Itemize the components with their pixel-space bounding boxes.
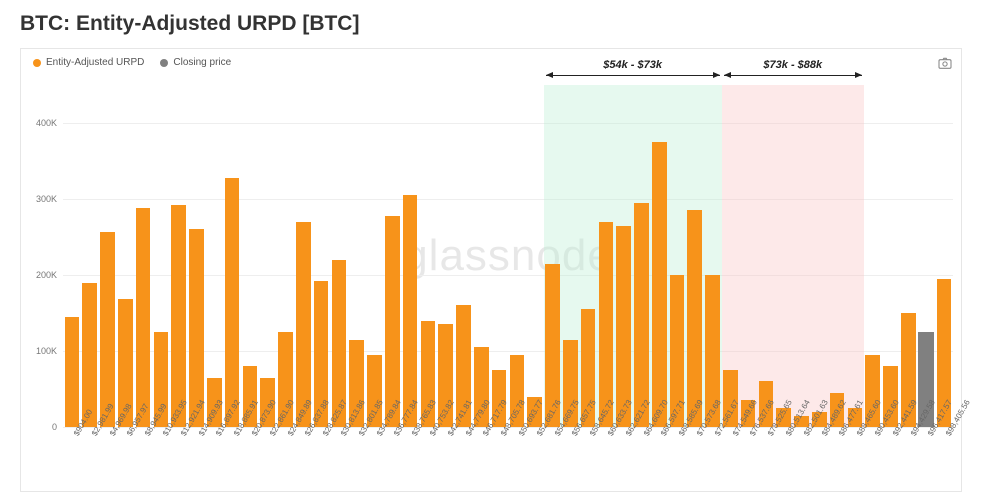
y-tick: 100K [36,346,57,356]
y-tick: 400K [36,118,57,128]
chart-title: BTC: Entity-Adjusted URPD [BTC] [20,12,964,36]
bar-slot [241,85,259,427]
bar[interactable] [616,226,631,427]
bar-slot [472,85,490,427]
bar-slot [579,85,597,427]
bar-slot [294,85,312,427]
bar-slot [828,85,846,427]
bar[interactable] [296,222,311,427]
bar[interactable] [687,210,702,427]
bar-slot [508,85,526,427]
bar-slot [739,85,757,427]
bar-slot [330,85,348,427]
bar[interactable] [599,222,614,427]
bar-slot [259,85,277,427]
y-axis: 0100K200K300K400K [21,85,61,427]
bar-slot [668,85,686,427]
band-label: $73k - $88k [722,59,864,71]
bar-slot [223,85,241,427]
bar-slot [650,85,668,427]
y-tick: 200K [36,270,57,280]
bar-slot [170,85,188,427]
bar-slot [366,85,384,427]
band-arrow [546,75,720,76]
bar-slot [437,85,455,427]
bar-slot [455,85,473,427]
bar-slot [383,85,401,427]
bar-slot [277,85,295,427]
bar[interactable] [100,232,115,427]
bar-slot [704,85,722,427]
legend: Entity-Adjusted URPD Closing price [33,57,231,68]
bar-slot [899,85,917,427]
bar-slot [615,85,633,427]
bar-slot [846,85,864,427]
bar-slot [757,85,775,427]
x-axis: $904.00$2,981.99$4,969.98$6,957.97$8,945… [63,429,953,491]
camera-icon[interactable] [937,55,953,71]
bar-slot [348,85,366,427]
bar[interactable] [189,229,204,427]
plot-area: glassnode $54k - $73k$73k - $88k [63,85,953,427]
bar-slot [134,85,152,427]
y-tick: 0 [52,422,57,432]
legend-swatch [160,59,168,67]
bar-slot [864,85,882,427]
bar-slot [544,85,562,427]
bar-slot [152,85,170,427]
bar-slot [490,85,508,427]
bar-slot [205,85,223,427]
bar[interactable] [225,178,240,427]
bar-slot [312,85,330,427]
bar-slot [633,85,651,427]
bar-slot [561,85,579,427]
band-arrow [724,75,862,76]
bar[interactable] [82,283,97,427]
bar[interactable] [652,142,667,427]
bar-slot [597,85,615,427]
bar-slot [81,85,99,427]
bar[interactable] [65,317,80,427]
bar-slot [419,85,437,427]
bars [63,85,953,427]
band-label: $54k - $73k [544,59,722,71]
bar-slot [810,85,828,427]
bar-slot [721,85,739,427]
bar-slot [188,85,206,427]
legend-label: Entity-Adjusted URPD [46,57,144,68]
bar[interactable] [385,216,400,427]
legend-swatch [33,59,41,67]
bar-slot [917,85,935,427]
bar-slot [116,85,134,427]
bar[interactable] [403,195,418,427]
legend-item[interactable]: Closing price [160,57,231,68]
bar-slot [63,85,81,427]
legend-item[interactable]: Entity-Adjusted URPD [33,57,144,68]
bar-slot [526,85,544,427]
bar-slot [686,85,704,427]
bar[interactable] [171,205,186,427]
bar-slot [882,85,900,427]
y-tick: 300K [36,194,57,204]
bar-slot [775,85,793,427]
bar-slot [401,85,419,427]
bar[interactable] [136,208,151,427]
bar-slot [99,85,117,427]
chart-container: BTC: Entity-Adjusted URPD [BTC] Entity-A… [0,0,984,500]
bar-slot [935,85,953,427]
legend-label: Closing price [173,57,231,68]
chart-box: Entity-Adjusted URPD Closing price 0 100K 2… [20,48,962,492]
bar-slot [793,85,811,427]
bar[interactable] [634,203,649,427]
